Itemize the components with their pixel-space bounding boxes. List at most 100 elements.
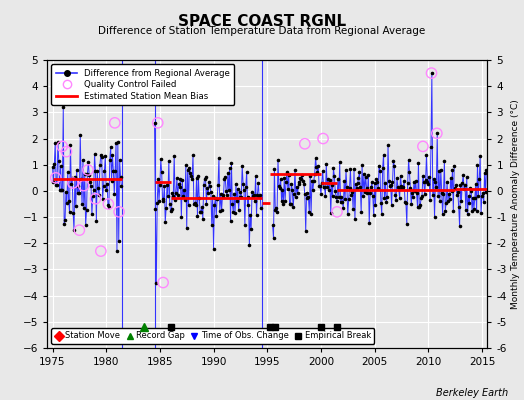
Point [213,196,221,202]
Point [455,223,464,230]
Quality Control Failed [154,120,162,126]
Point [391,191,399,198]
Point [398,185,407,191]
Point [253,192,261,198]
Point [446,175,455,181]
Point [436,166,445,173]
Difference from Regional Average [85,159,92,164]
Quality Control Failed [319,135,328,142]
Point [165,157,173,164]
Point [388,179,397,185]
Point [454,204,463,210]
Point [366,189,374,196]
Point [274,157,282,164]
Point [468,208,476,214]
Point [459,172,467,178]
Point [471,195,479,201]
Point [308,178,316,184]
Point [377,200,385,206]
Point [96,152,105,158]
Point [219,194,227,200]
Point [86,179,94,185]
Point [155,197,163,204]
Point [422,152,431,158]
Point [247,226,255,232]
Point [286,201,294,207]
Point [403,179,412,186]
Point [77,176,85,183]
Quality Control Failed [104,201,113,207]
Point [116,174,125,180]
Point [363,190,372,197]
Point [332,194,340,201]
Point [173,175,181,182]
Point [257,204,265,211]
Point [201,174,210,180]
Point [340,178,348,184]
Point [159,196,168,203]
Point [82,207,91,214]
Point [401,198,409,205]
Point [115,238,123,244]
Point [343,183,351,190]
Estimated Station Mean Bias [119,177,125,182]
Point [458,180,466,186]
Point [435,168,443,174]
Point [48,164,57,171]
Point [256,192,264,198]
Point [408,190,417,196]
Point [334,176,342,182]
Point [423,178,432,185]
Point [440,158,449,164]
Point [430,176,438,182]
Point [431,179,440,186]
Point [235,194,244,200]
Point [91,168,100,174]
Point [436,197,444,204]
Point [102,187,111,194]
Point [57,163,65,170]
Point [197,209,205,215]
Point [85,172,93,178]
Point [171,197,179,204]
Point [178,176,187,183]
Point [405,169,413,176]
Point [357,209,365,216]
Point [276,184,284,191]
Point [225,164,234,171]
Point [449,207,457,214]
Point [335,194,343,200]
Point [249,192,258,198]
Point [420,178,428,185]
Point [410,179,418,186]
Point [365,220,374,227]
Point [396,172,405,179]
Point [482,167,490,174]
Point [344,196,353,203]
Point [229,209,237,215]
Point [314,163,322,169]
Point [320,184,328,190]
Quality Control Failed [115,209,123,215]
Point [68,174,77,181]
Point [70,227,78,233]
Point [442,199,450,206]
Point [313,168,322,175]
Point [232,181,240,187]
Point [478,190,487,196]
Point [452,182,460,188]
Point [176,184,184,190]
Point [57,187,66,193]
Point [302,190,311,196]
Point [361,188,369,195]
Point [399,184,408,190]
Point [282,178,290,185]
Point [479,199,488,206]
Quality Control Failed [159,279,167,286]
Point [355,169,364,175]
Point [450,163,458,170]
Point [386,183,394,190]
Point [333,197,341,204]
Point [279,201,288,207]
Point [292,184,301,190]
